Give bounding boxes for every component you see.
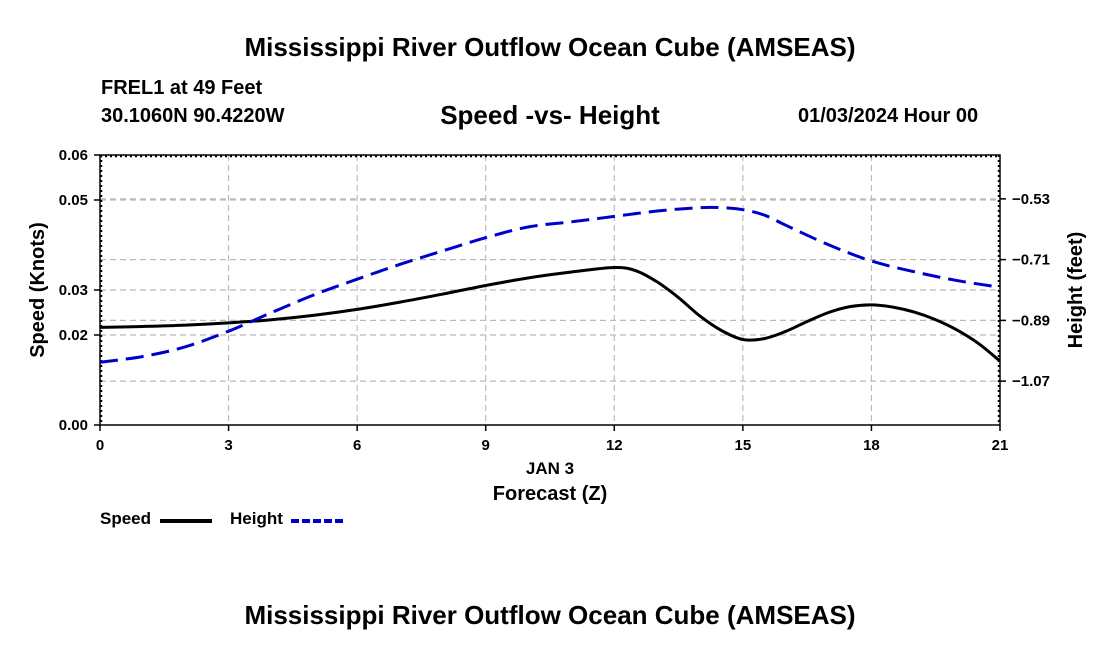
y2-tick-label: −0.89 xyxy=(1012,312,1050,329)
y2-tick-label: −0.53 xyxy=(1012,191,1050,208)
chart-grid xyxy=(100,155,1000,425)
x-tick-label: 3 xyxy=(224,437,232,454)
station-label: FREL1 at 49 Feet xyxy=(101,77,263,99)
x-tick-label: 6 xyxy=(353,437,361,454)
chart-subtitle: Speed -vs- Height xyxy=(440,100,660,130)
x-tick-label: 21 xyxy=(992,437,1009,454)
station-coordinates: 30.1060N 90.4220W xyxy=(101,105,285,127)
bottom-repeated-title: Mississippi River Outflow Ocean Cube (AM… xyxy=(244,600,856,630)
x-tick-label: 9 xyxy=(482,437,490,454)
x-tick-label: 18 xyxy=(863,437,880,454)
y-tick-label: 0.06 xyxy=(59,147,88,164)
legend-swatch-height xyxy=(291,519,343,523)
y-axis-left-label: Speed (Knots) xyxy=(27,222,49,358)
y-tick-label: 0.00 xyxy=(59,417,88,434)
legend-swatch-speed xyxy=(160,519,212,523)
x-tick-label: 12 xyxy=(606,437,623,454)
plot-frame-dotted-edges xyxy=(99,154,1001,425)
series-line-height xyxy=(99,205,1001,364)
y2-tick-label: −1.07 xyxy=(1012,373,1050,390)
series-line-speed xyxy=(99,265,1001,363)
x-axis-date-label: JAN 3 xyxy=(526,459,574,478)
legend-label-speed: Speed xyxy=(100,509,152,528)
x-tick-label: 0 xyxy=(96,437,104,454)
y-tick-label: 0.02 xyxy=(59,327,88,344)
forecast-datetime: 01/03/2024 Hour 00 xyxy=(798,105,979,127)
y-tick-label: 0.03 xyxy=(59,282,88,299)
legend-label-height: Height xyxy=(230,509,283,528)
y-tick-label: 0.05 xyxy=(59,192,88,209)
axis-ticks: 0 3 6 9 12 15 18 21 0.00 0.02 0.03 0.05 0.06 −0.53 −0.… xyxy=(59,147,1050,454)
series-layer xyxy=(99,205,1001,364)
chart-main-title: Mississippi River Outflow Ocean Cube (AM… xyxy=(244,32,856,62)
x-axis-label: Forecast (Z) xyxy=(493,483,607,505)
x-tick-label: 15 xyxy=(735,437,752,454)
y-axis-right-label: Height (feet) xyxy=(1065,232,1087,349)
speed-height-chart: Speed -vs- Height 0 3 6 9 12 15 18 21 0.00 0.02 0.… xyxy=(27,100,1087,505)
y2-tick-label: −0.71 xyxy=(1012,252,1050,269)
